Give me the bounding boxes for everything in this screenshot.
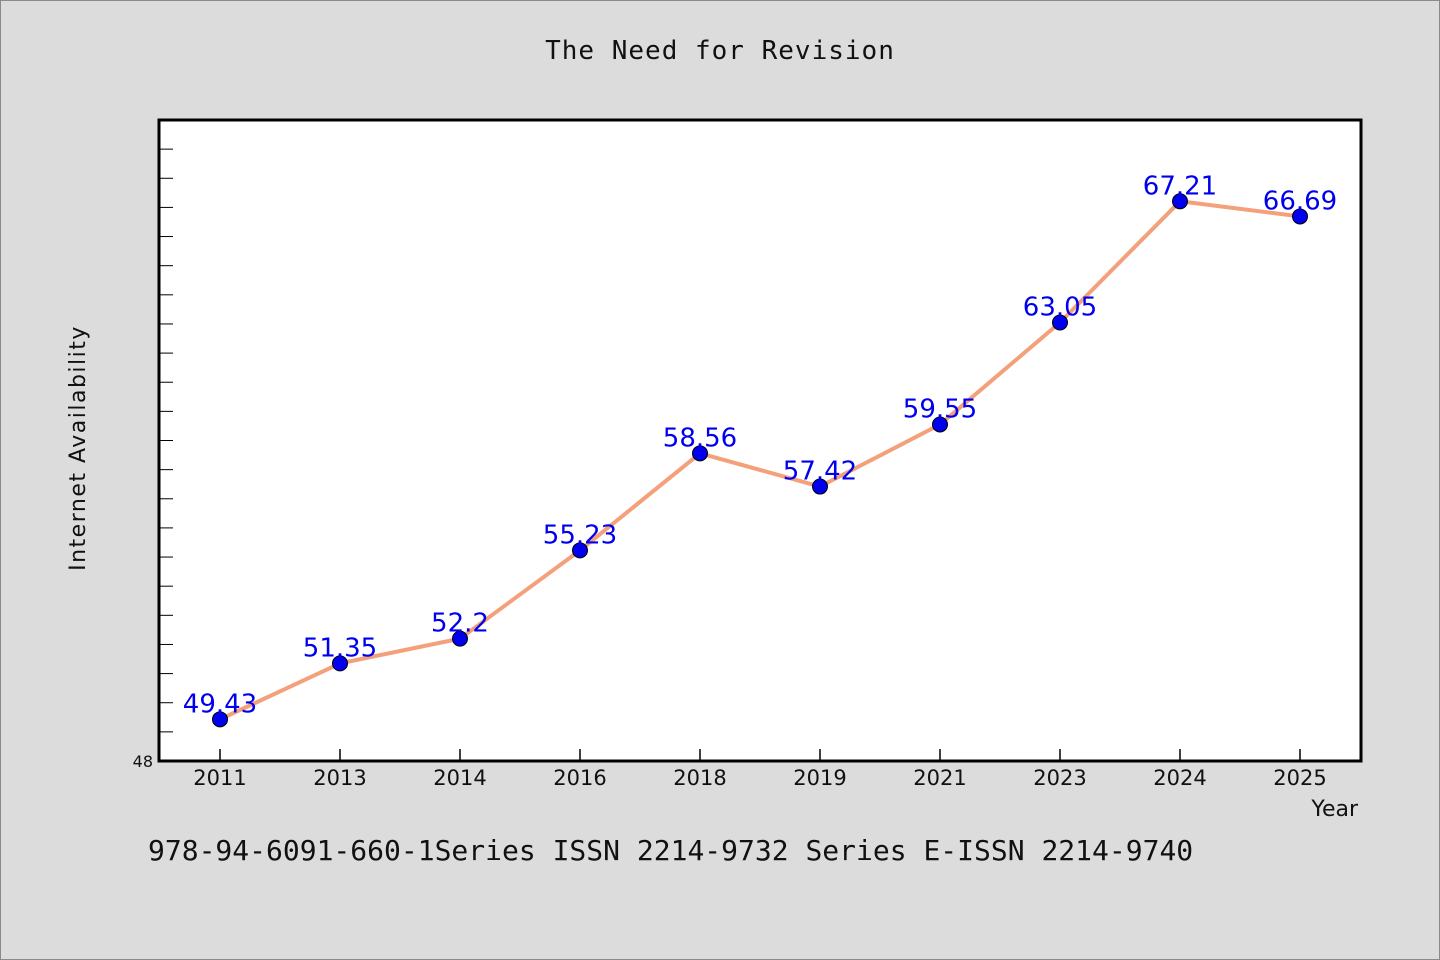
data-label: 66.69 bbox=[1263, 186, 1337, 216]
x-tick-label: 2014 bbox=[433, 766, 486, 790]
x-tick-label: 2016 bbox=[553, 766, 606, 790]
chart-title: The Need for Revision bbox=[545, 36, 895, 66]
data-point bbox=[572, 542, 588, 559]
series-layer: 49.43 51.35 52.2 55.23 58.56 57.42 59.55 63.05 6… bbox=[183, 171, 1337, 728]
data-point bbox=[1172, 193, 1188, 210]
x-tick-label: 2013 bbox=[313, 766, 366, 790]
x-tick-label: 2024 bbox=[1153, 766, 1206, 790]
data-point bbox=[812, 478, 828, 495]
data-label: 55.23 bbox=[543, 520, 617, 550]
x-tick-label: 2023 bbox=[1033, 766, 1086, 790]
data-label: 57.42 bbox=[783, 457, 857, 487]
data-point bbox=[212, 711, 228, 728]
x-axis-ticks: 2011 2013 2014 2016 2018 2019 2021 2023 2024 2025 bbox=[193, 749, 1327, 790]
data-label: 63.05 bbox=[1023, 292, 1097, 322]
plot-area bbox=[157, 118, 1363, 763]
y-tick-label: 48 bbox=[133, 752, 153, 771]
data-label: 58.56 bbox=[663, 423, 737, 453]
data-point bbox=[1292, 208, 1308, 225]
data-point bbox=[932, 416, 948, 433]
isbn-issn-note: 978-94-6091-660-1Series ISSN 2214-9732 S… bbox=[148, 834, 1194, 867]
data-label: 51.35 bbox=[303, 633, 377, 663]
data-label: 52.2 bbox=[431, 609, 489, 639]
x-tick-label: 2025 bbox=[1273, 766, 1326, 790]
x-tick-label: 2018 bbox=[673, 766, 726, 790]
data-point bbox=[1052, 314, 1068, 331]
x-axis-label: Year bbox=[1310, 797, 1359, 822]
y-axis-ticks: 48 bbox=[133, 148, 173, 771]
data-point bbox=[452, 630, 468, 647]
x-tick-label: 2019 bbox=[793, 766, 846, 790]
data-label: 59.55 bbox=[903, 394, 977, 424]
y-axis-label: Internet Availability bbox=[66, 325, 91, 571]
x-tick-label: 2011 bbox=[193, 766, 246, 790]
x-tick-label: 2021 bbox=[913, 766, 966, 790]
series-line bbox=[219, 199, 1301, 722]
data-point bbox=[692, 445, 708, 462]
data-label: 67.21 bbox=[1143, 171, 1217, 201]
data-point bbox=[332, 655, 348, 672]
data-label: 49.43 bbox=[183, 689, 257, 719]
